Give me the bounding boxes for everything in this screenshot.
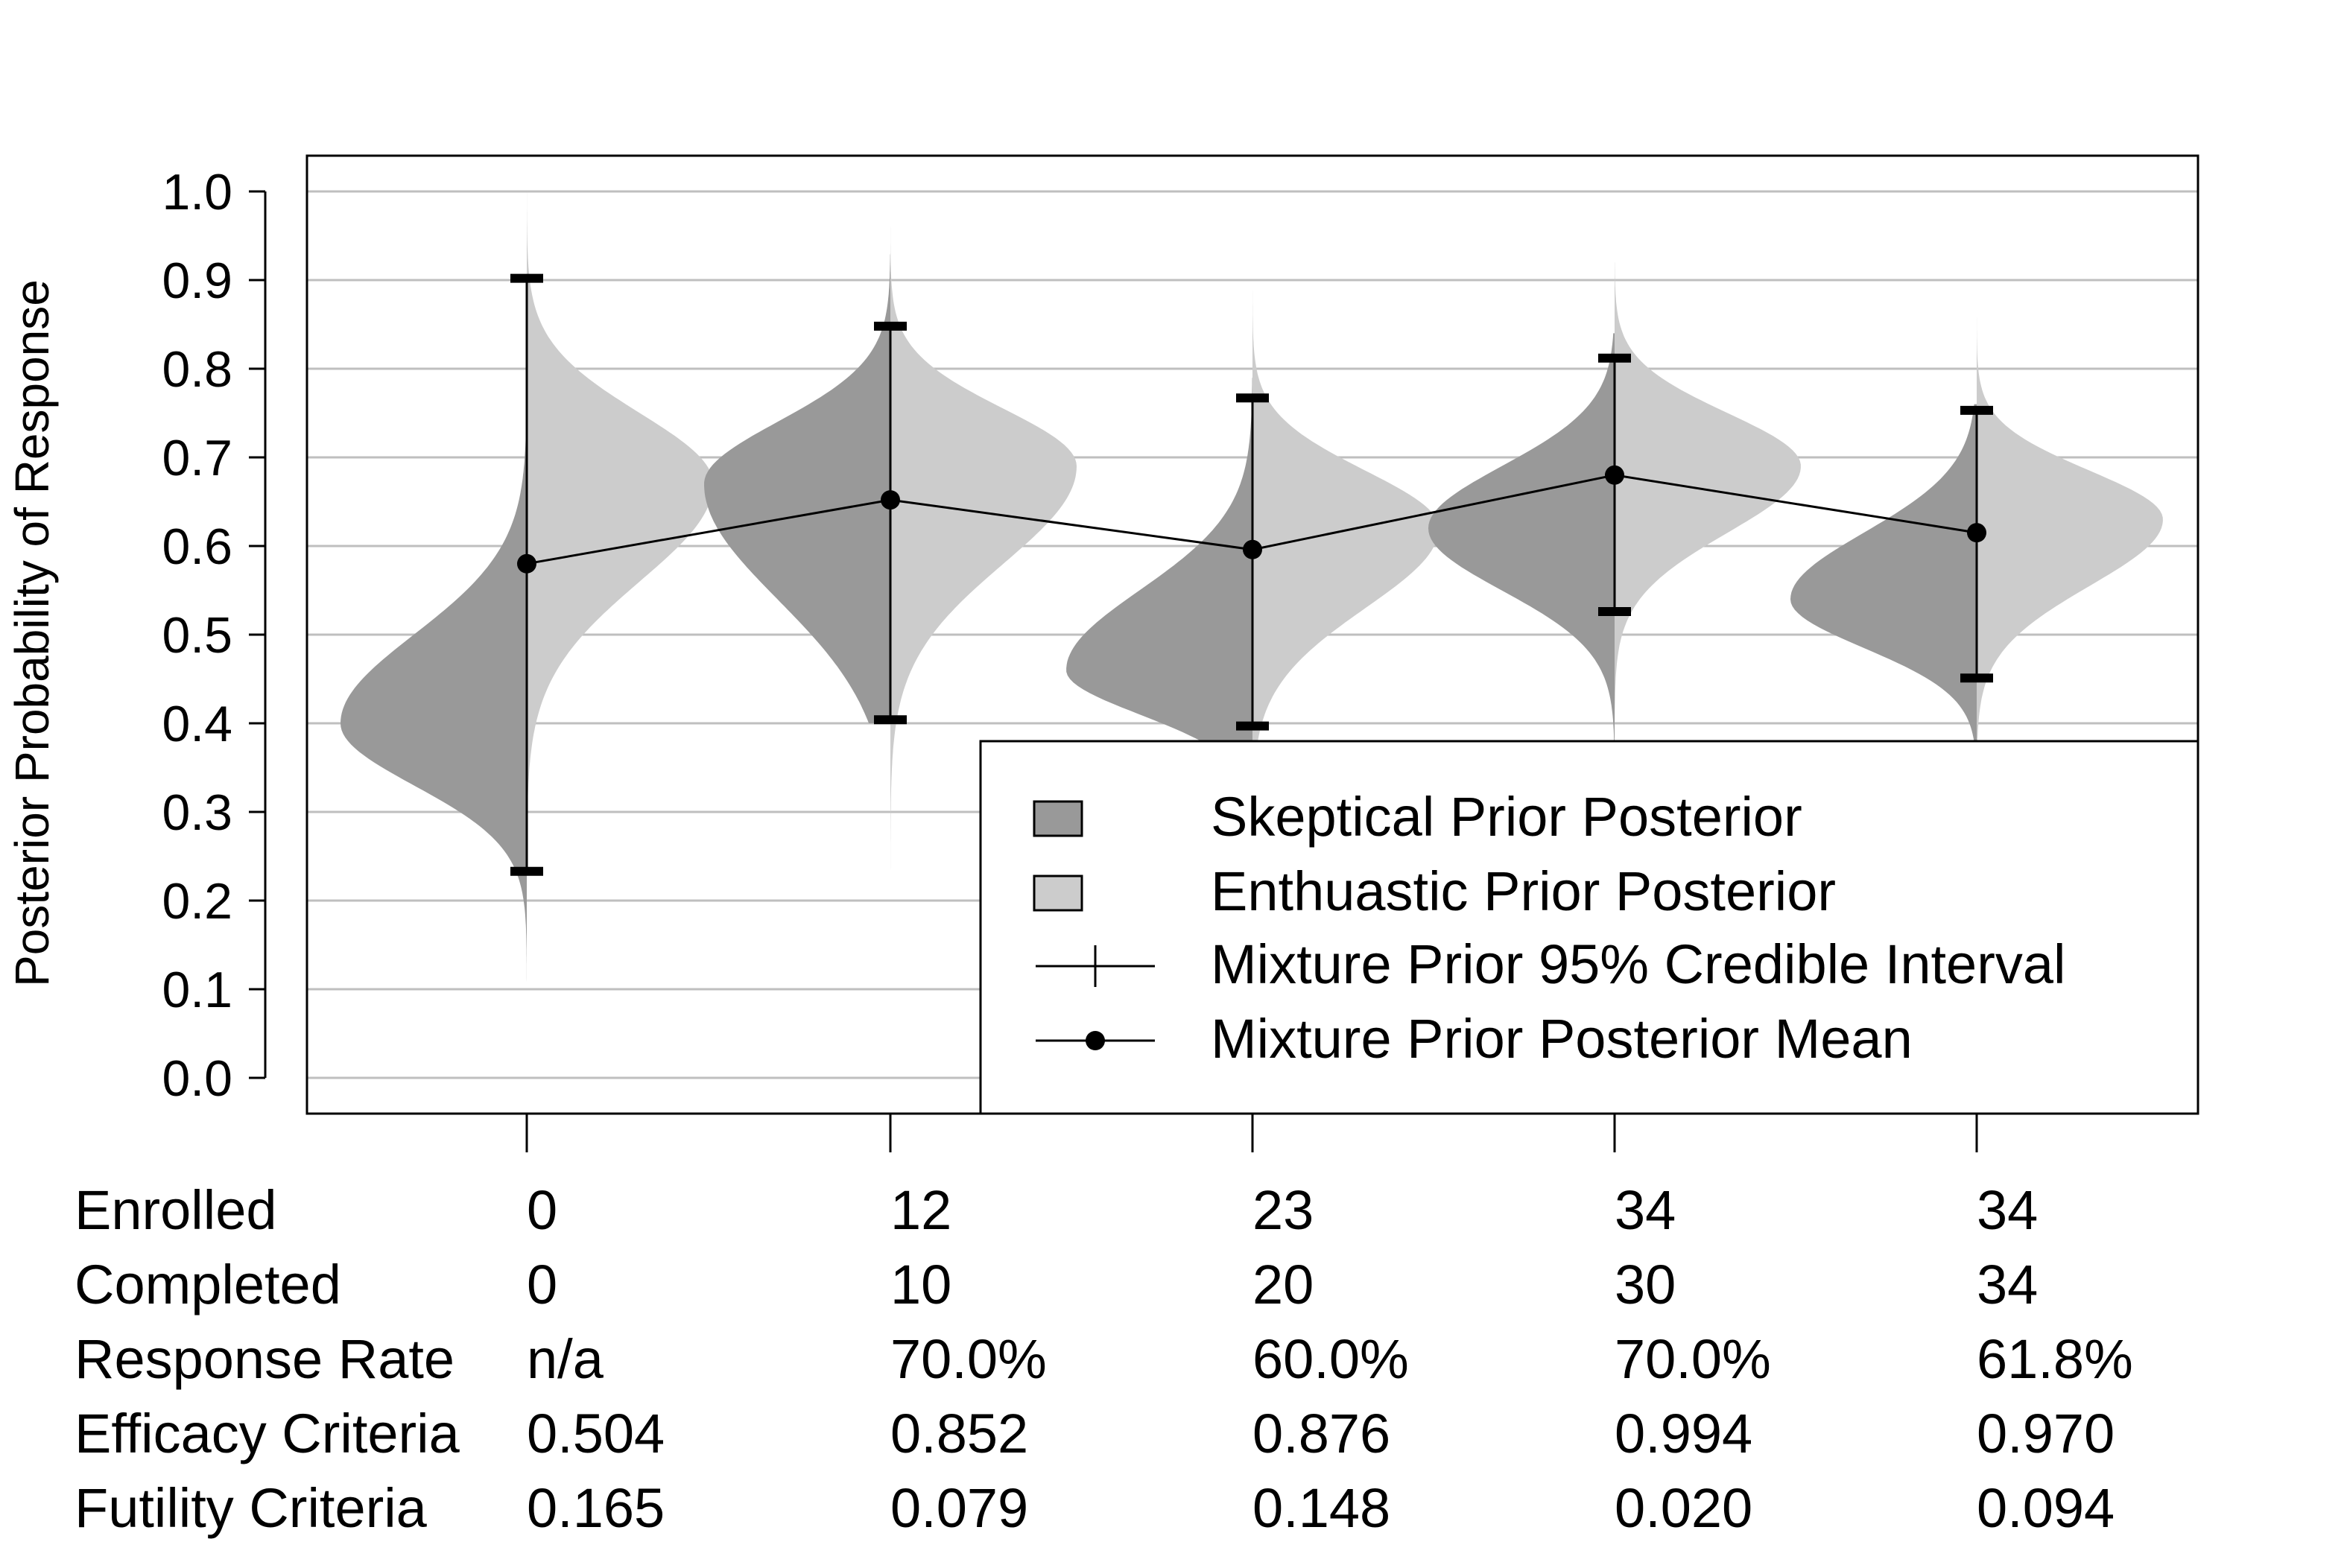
mean-point	[517, 553, 536, 574]
table-cell: 0.020	[1615, 1477, 1752, 1539]
table-cell: 70.0%	[890, 1328, 1047, 1390]
enthusiastic-violin	[1977, 306, 2163, 741]
table-cell: 0.876	[1252, 1403, 1390, 1464]
table-cell: 23	[1252, 1179, 1314, 1241]
table-row-label: Efficacy Criteria	[75, 1403, 460, 1464]
table-cell: 34	[1615, 1179, 1676, 1241]
table-cell: 61.8%	[1977, 1328, 2133, 1390]
y-tick-label: 0.1	[162, 962, 232, 1018]
y-tick-label: 0.8	[162, 341, 232, 398]
table-cell: 0.994	[1615, 1403, 1752, 1464]
y-tick-label: 0.9	[162, 253, 232, 309]
table-cell: 0.148	[1252, 1477, 1390, 1539]
summary-table: Enrolled 0 12 23 34 34 Completed 0 10 20 30 34 Respo…	[75, 1179, 2133, 1539]
mean-point	[1605, 465, 1624, 485]
y-tick-label: 1.0	[162, 164, 232, 220]
table-cell: 30	[1615, 1254, 1676, 1315]
table-row-label: Response Rate	[75, 1328, 454, 1390]
enthusiastic-violin	[890, 218, 1077, 927]
table-row-label: Enrolled	[75, 1179, 277, 1241]
legend-mean-point	[1086, 1031, 1105, 1050]
legend-box	[979, 740, 2199, 1115]
enthusiastic-violin	[1615, 262, 1801, 741]
skeptical-violin	[704, 253, 890, 723]
y-tick-label: 0.6	[162, 518, 232, 575]
enthusiastic-violin	[1252, 280, 1439, 750]
credible-intervals	[510, 273, 1993, 876]
legend-label: Mixture Prior 95% Credible Interval	[1211, 933, 2065, 995]
legend-swatch-skeptical	[1033, 800, 1083, 837]
table-cell: 60.0%	[1252, 1328, 1409, 1390]
violins	[341, 191, 2163, 1078]
table-cell: 0.852	[890, 1403, 1028, 1464]
table-cell: 0.094	[1977, 1477, 2115, 1539]
table-cell: 12	[890, 1179, 951, 1241]
table-cell: 20	[1252, 1254, 1314, 1315]
skeptical-violin	[1790, 404, 1977, 741]
table-cell: 10	[890, 1254, 951, 1315]
y-tick-label: 0.4	[162, 696, 232, 752]
table-cell: 34	[1977, 1179, 2038, 1241]
legend-swatch-enthusiastic	[1033, 875, 1083, 912]
skeptical-violin	[341, 191, 527, 1078]
mean-point	[1243, 539, 1262, 559]
y-tick-label: 0.2	[162, 873, 232, 930]
table-cell: n/a	[527, 1328, 604, 1390]
y-tick-label: 0.0	[162, 1050, 232, 1107]
legend: Skeptical Prior Posterior Enthuastic Prio…	[979, 740, 2199, 1115]
mean-point	[1967, 523, 1986, 543]
table-cell: 0.165	[527, 1477, 665, 1539]
y-tick-label: 0.3	[162, 784, 232, 841]
skeptical-violin	[1428, 333, 1615, 741]
legend-label: Mixture Prior Posterior Mean	[1211, 1008, 1913, 1070]
y-tick-label: 0.5	[162, 607, 232, 664]
x-axis-ticks	[525, 1114, 1978, 1152]
table-cell: 0	[527, 1254, 557, 1315]
y-tick-label: 0.7	[162, 430, 232, 486]
table-cell: 34	[1977, 1254, 2038, 1315]
table-row-label: Futility Criteria	[75, 1477, 428, 1539]
table-cell: 70.0%	[1615, 1328, 1771, 1390]
table-cell: 0.079	[890, 1477, 1028, 1539]
table-cell: 0.970	[1977, 1403, 2115, 1464]
legend-label: Enthuastic Prior Posterior	[1211, 860, 1836, 922]
y-axis-label: Posterior Probability of Response	[5, 279, 59, 987]
enthusiastic-violin	[527, 191, 713, 1078]
mean-point	[881, 490, 900, 510]
legend-label: Skeptical Prior Posterior	[1211, 786, 1802, 848]
table-cell: 0.504	[527, 1403, 665, 1464]
table-row-label: Completed	[75, 1254, 341, 1315]
y-axis: 0.0 0.1 0.2 0.3 0.4 0.5 0.6 0.7 0.8 0.9 1.0	[162, 164, 267, 1107]
skeptical-violin	[1066, 377, 1252, 750]
table-cell: 0	[527, 1179, 557, 1241]
